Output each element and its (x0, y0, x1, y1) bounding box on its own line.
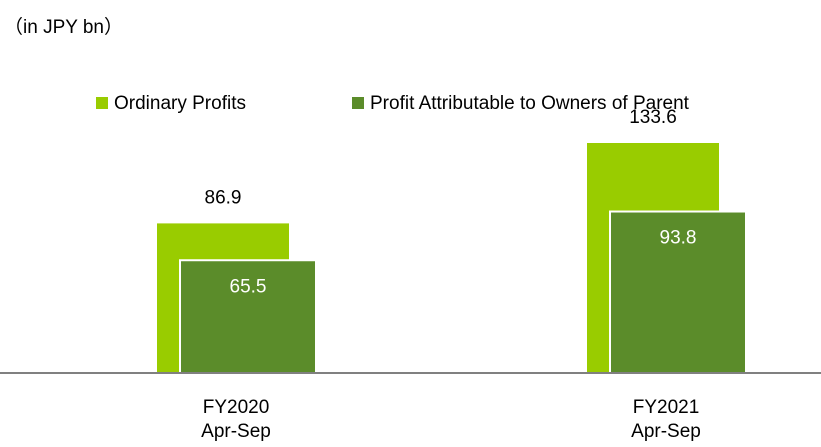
value-label: 86.9 (205, 187, 242, 208)
legend-swatch (352, 97, 364, 109)
legend-label: Profit Attributable to Owners of Parent (370, 93, 690, 114)
bar (179, 259, 317, 375)
x-tick-label: Apr-Sep (201, 421, 271, 442)
value-label: 133.6 (629, 107, 677, 128)
x-tick-label: FY2021 (633, 397, 700, 418)
x-tick-label: FY2020 (203, 397, 270, 418)
value-label: 93.8 (660, 228, 697, 249)
legend-swatch (96, 97, 108, 109)
unit-label: （in JPY bn） (4, 16, 123, 38)
bar (609, 210, 747, 374)
legend-label: Ordinary Profits (114, 93, 246, 114)
value-label: 65.5 (230, 276, 267, 297)
x-tick-label: Apr-Sep (631, 421, 701, 442)
